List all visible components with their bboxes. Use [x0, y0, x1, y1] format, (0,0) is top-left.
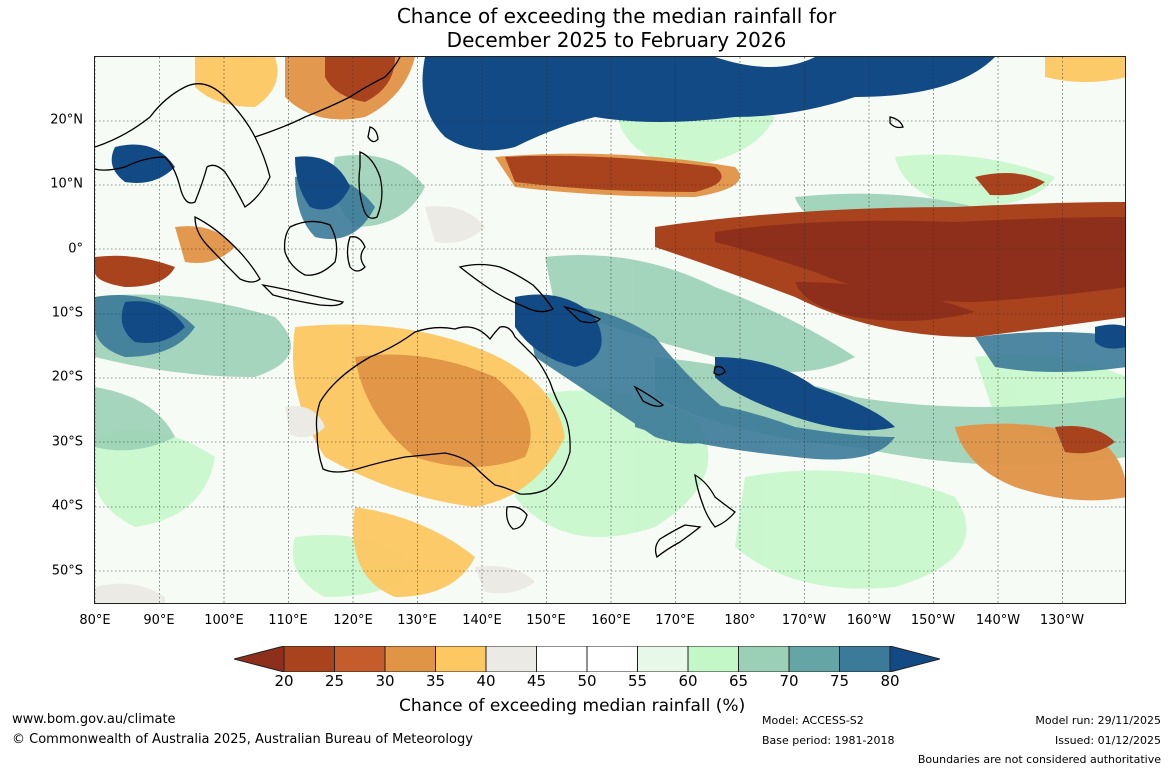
lat-label-0: 0° [68, 241, 83, 257]
footer-issued: Issued: 01/12/2025 [1054, 734, 1161, 747]
lon-label-110e: 110°E [268, 613, 308, 628]
coastlines [95, 57, 904, 559]
colorbar-tick-55: 55 [627, 672, 648, 690]
new-zealand-north-coastline [694, 473, 736, 528]
extremely-dry-regions [715, 217, 1125, 321]
colorbar-bin-25-30 [334, 646, 386, 672]
colorbar-bin-45-50 [536, 646, 588, 672]
map-title: Chance of exceeding the median rainfall … [0, 4, 1173, 52]
very-wet-regions [111, 57, 1125, 431]
borneo-coastline [283, 220, 338, 276]
philippines-coastline [358, 151, 383, 219]
neutral-regions [95, 206, 535, 603]
colorbar-tick-25: 25 [324, 672, 345, 690]
colorbar-tick-35: 35 [425, 672, 446, 690]
graticule [95, 57, 1125, 603]
colorbar-tick-75: 75 [829, 672, 850, 690]
footer-model-run: Model run: 29/11/2025 [1035, 714, 1161, 727]
colorbar-bin-55-60 [637, 646, 689, 672]
sumatra-coastline [194, 215, 261, 283]
lon-label-150e: 150°E [526, 613, 566, 628]
footer-copyright: © Commonwealth of Australia 2025, Austra… [12, 732, 473, 747]
colorbar-tick-65: 65 [728, 672, 749, 690]
lon-label-130w: 130°W [1039, 613, 1085, 628]
footer-url[interactable]: www.bom.gov.au/climate [12, 712, 176, 727]
lon-label-80e: 80°E [79, 613, 111, 628]
title-line-2: December 2025 to February 2026 [446, 28, 787, 52]
tasmania-coastline [505, 506, 528, 530]
colorbar-under-triangle [234, 646, 285, 672]
lat-label-30s: 30°S [51, 434, 83, 450]
lon-label-170e: 170°E [655, 613, 695, 628]
title-line-1: Chance of exceeding the median rainfall … [396, 4, 837, 28]
new-guinea-coastline [458, 263, 554, 313]
colorbar-bin-60-65 [687, 646, 739, 672]
lat-label-10n: 10°N [50, 176, 83, 192]
colorbar-tick-40: 40 [476, 672, 496, 690]
colorbar-tick-20: 20 [274, 672, 294, 690]
colorbar-tick-80: 80 [880, 672, 900, 690]
fiji-coastline [713, 365, 726, 376]
taiwan-coastline [367, 126, 379, 143]
south-china-coastline [254, 57, 401, 138]
lat-label-40s: 40°S [51, 498, 83, 514]
asia-mainland-coastline [95, 83, 271, 208]
solomon-islands-coastline [562, 305, 602, 324]
rainfall-map [94, 56, 1126, 604]
colorbar-tick-70: 70 [779, 672, 799, 690]
lat-label-10s: 10°S [51, 305, 83, 321]
colorbar-bin-65-70 [738, 646, 790, 672]
colorbar-bin-35-40 [435, 646, 487, 672]
footer-disclaimer: Boundaries are not considered authoritat… [917, 753, 1161, 766]
colorbar-bin-30-35 [384, 646, 436, 672]
colorbar-tick-50: 50 [577, 672, 597, 690]
footer-model: Model: ACCESS-S2 [762, 714, 864, 727]
lat-label-50s: 50°S [51, 563, 83, 579]
colorbar-bins [283, 646, 891, 672]
colorbar-bin-75-80 [839, 646, 891, 672]
colorbar-bin-50-55 [586, 646, 638, 672]
colorbar-tick-45: 45 [526, 672, 547, 690]
lon-label-160e: 160°E [591, 613, 631, 628]
hawaii-coastline [889, 116, 904, 129]
colorbar-label: Chance of exceeding median rainfall (%) [399, 696, 746, 716]
lon-label-170w: 170°W [781, 613, 827, 628]
map-graphics [95, 57, 1125, 603]
lon-label-160w: 160°W [846, 613, 892, 628]
colorbar-tick-30: 30 [375, 672, 395, 690]
new-zealand-south-coastline [654, 524, 702, 559]
lat-label-20n: 20°N [50, 112, 83, 128]
colorbar-over-triangle [889, 646, 940, 672]
colorbar-tick-60: 60 [678, 672, 698, 690]
lon-label-140e: 140°E [462, 613, 502, 628]
lat-label-20s: 20°S [51, 369, 83, 385]
lon-label-140w: 140°W [975, 613, 1021, 628]
lon-label-100e: 100°E [204, 613, 244, 628]
colorbar-bin-70-75 [788, 646, 840, 672]
lon-label-90e: 90°E [143, 613, 175, 628]
colorbar-bin-20-25 [283, 646, 335, 672]
sulawesi-coastline [346, 236, 366, 272]
java-coastline [261, 283, 345, 307]
new-caledonia-coastline [633, 385, 665, 407]
lon-label-120e: 120°E [333, 613, 373, 628]
lon-label-150w: 150°W [910, 613, 956, 628]
footer-base-period: Base period: 1981-2018 [762, 734, 895, 747]
colorbar [234, 646, 940, 672]
lon-label-180: 180° [724, 613, 756, 628]
colorbar-bin-40-45 [485, 646, 537, 672]
lon-label-130e: 130°E [397, 613, 437, 628]
australia-coastline [315, 326, 571, 495]
